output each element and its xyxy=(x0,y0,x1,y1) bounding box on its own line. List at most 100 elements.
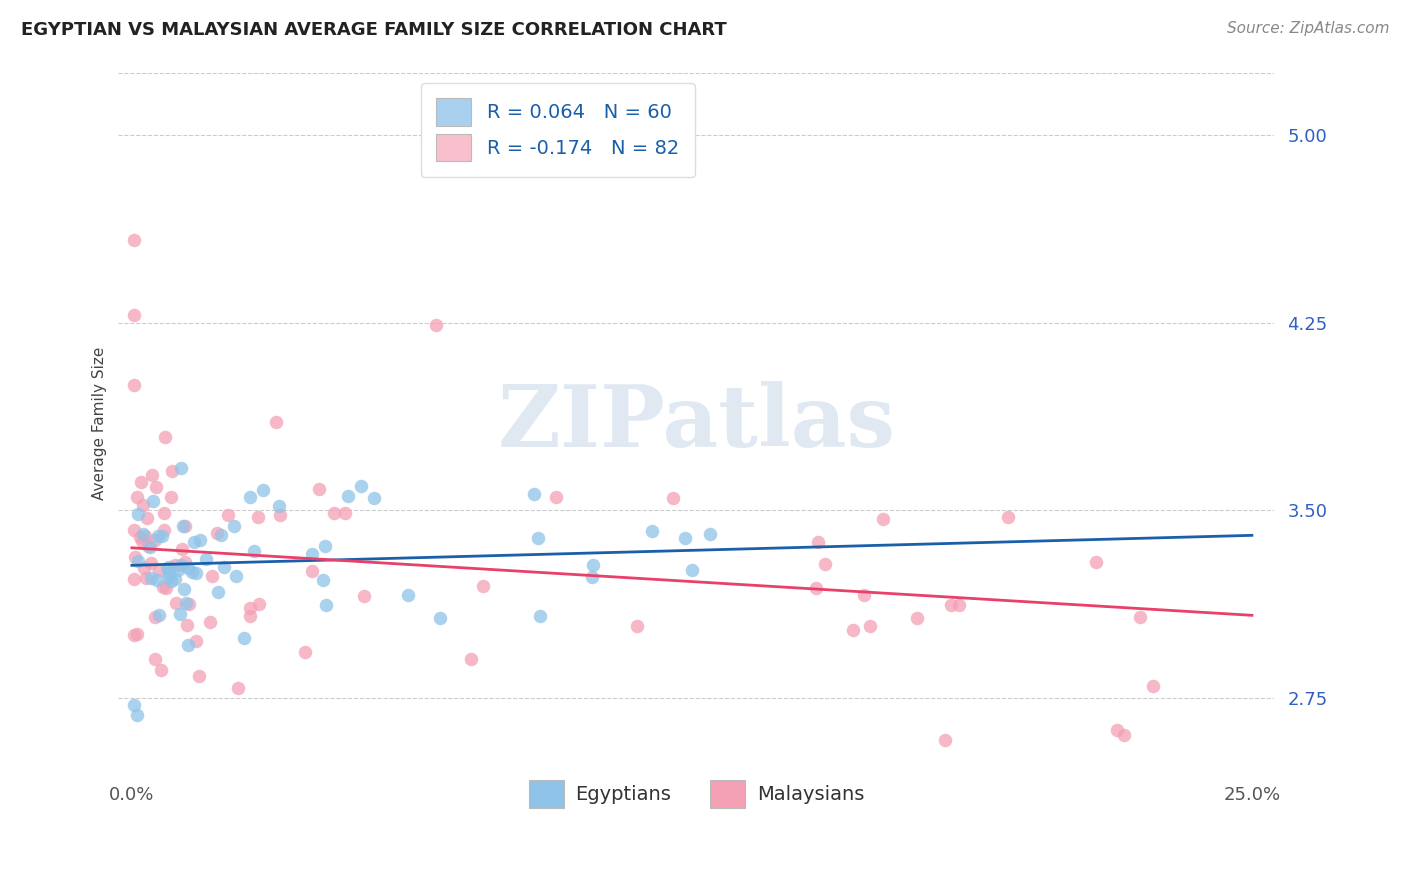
Point xyxy=(174,519,197,533)
Point xyxy=(336,489,359,503)
Point xyxy=(134,529,156,543)
Point xyxy=(157,570,180,584)
Point xyxy=(165,596,187,610)
Point xyxy=(129,530,152,544)
Text: EGYPTIAN VS MALAYSIAN AVERAGE FAMILY SIZE CORRELATION CHART: EGYPTIAN VS MALAYSIAN AVERAGE FAMILY SIZ… xyxy=(21,21,727,38)
Point xyxy=(125,627,148,641)
Point xyxy=(153,430,176,444)
Point xyxy=(699,527,721,541)
Point xyxy=(333,506,356,520)
Point xyxy=(159,566,181,580)
Point xyxy=(429,611,451,625)
Point xyxy=(146,574,169,588)
Point xyxy=(141,468,163,483)
Point xyxy=(173,555,195,569)
Point xyxy=(239,609,262,624)
Point xyxy=(581,570,603,584)
Point xyxy=(122,572,145,586)
Point xyxy=(124,549,146,564)
Point xyxy=(132,526,155,541)
Point xyxy=(626,619,648,633)
Point xyxy=(350,479,373,493)
Point xyxy=(124,378,146,392)
Point xyxy=(184,633,207,648)
Point xyxy=(247,597,270,611)
Point xyxy=(312,574,335,588)
Point xyxy=(131,533,153,548)
Point xyxy=(127,508,149,522)
Text: Source: ZipAtlas.com: Source: ZipAtlas.com xyxy=(1226,21,1389,36)
Point xyxy=(1129,610,1152,624)
Point xyxy=(177,638,200,652)
Point xyxy=(323,506,346,520)
Point xyxy=(153,506,176,520)
Point xyxy=(183,535,205,549)
Point xyxy=(527,531,550,545)
Point xyxy=(200,615,222,629)
Point xyxy=(184,566,207,580)
Point xyxy=(142,494,165,508)
Point xyxy=(156,560,179,574)
Point xyxy=(905,611,928,625)
Point xyxy=(226,681,249,695)
Point xyxy=(807,535,830,549)
Point xyxy=(177,598,200,612)
Point xyxy=(146,529,169,543)
Point xyxy=(1085,555,1108,569)
Point xyxy=(150,529,173,543)
Point xyxy=(127,708,149,723)
Point xyxy=(173,582,195,596)
Point xyxy=(425,318,447,333)
Point xyxy=(853,588,876,602)
Point xyxy=(153,523,176,537)
Point xyxy=(582,558,605,573)
Legend: Egyptians, Malaysians: Egyptians, Malaysians xyxy=(520,772,872,815)
Point xyxy=(641,524,664,538)
Point xyxy=(934,733,956,747)
Point xyxy=(149,663,172,677)
Point xyxy=(681,563,703,577)
Point xyxy=(806,581,828,595)
Point xyxy=(143,610,166,624)
Point xyxy=(177,561,200,575)
Point xyxy=(176,618,198,632)
Point xyxy=(842,623,865,637)
Point xyxy=(212,560,235,574)
Point xyxy=(132,498,155,512)
Point xyxy=(529,608,551,623)
Point xyxy=(523,487,546,501)
Point xyxy=(939,599,962,613)
Point xyxy=(363,491,385,505)
Point xyxy=(139,556,162,570)
Point xyxy=(143,651,166,665)
Point xyxy=(472,579,495,593)
Point xyxy=(544,490,567,504)
Point xyxy=(294,645,316,659)
Point xyxy=(188,669,211,683)
Point xyxy=(207,526,229,541)
Point xyxy=(224,518,246,533)
Point xyxy=(673,531,696,545)
Point xyxy=(232,631,254,645)
Point xyxy=(239,600,262,615)
Point xyxy=(315,598,337,612)
Point xyxy=(157,559,180,574)
Point xyxy=(314,539,336,553)
Point xyxy=(814,557,837,571)
Point xyxy=(1105,723,1128,738)
Point xyxy=(160,464,183,478)
Point xyxy=(170,461,193,475)
Point xyxy=(172,519,194,533)
Point xyxy=(239,490,262,504)
Point xyxy=(1142,679,1164,693)
Point xyxy=(136,511,159,525)
Point xyxy=(190,533,212,548)
Point xyxy=(217,508,239,522)
Point xyxy=(163,572,186,586)
Point xyxy=(194,551,217,566)
Point xyxy=(155,582,177,596)
Text: ZIPatlas: ZIPatlas xyxy=(498,381,896,465)
Point xyxy=(134,561,156,575)
Point xyxy=(159,574,181,588)
Point xyxy=(122,523,145,537)
